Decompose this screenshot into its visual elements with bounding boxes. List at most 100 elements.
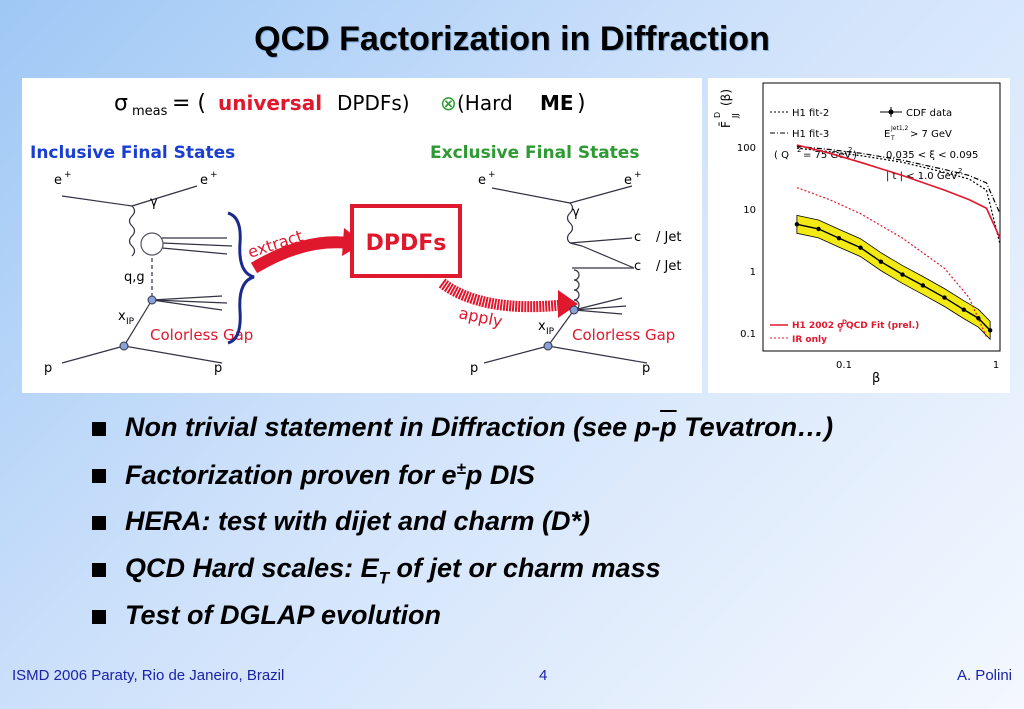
bullet-1: Non trivial statement in Diffraction (se…: [92, 412, 992, 459]
cdf-uncertainty-band: [796, 214, 991, 341]
diagram-label: IP: [126, 317, 135, 327]
diagram-label: IP: [546, 327, 555, 337]
series-line-1: [796, 147, 1001, 245]
bullet-square-icon: [92, 610, 106, 624]
series-line-4: [796, 187, 988, 338]
y-tick-0.1: 0.1: [740, 329, 756, 340]
diagram-label: e: [54, 173, 62, 188]
cdf-plot: F̄ D JJ (β) β 100 10 1 0.1 0.1 1 H1 fit-…: [708, 78, 1010, 393]
cdf-data-point: [987, 328, 993, 333]
cdf-data-point: [961, 307, 966, 312]
y-tick-100: 100: [737, 143, 756, 154]
formula-sigma: σ: [114, 91, 128, 116]
diagram-label: = 75 GeV: [803, 150, 851, 161]
x-tick-0.1: 0.1: [836, 360, 852, 371]
series-line-3: [796, 144, 1001, 239]
bullet-list: Non trivial statement in Diffraction (se…: [92, 412, 992, 647]
diagram-label: H1 fit-3: [792, 129, 829, 140]
diagram-label: / Jet: [656, 259, 681, 274]
x-axis-label: β: [872, 371, 880, 386]
diagram-label: T: [890, 135, 895, 142]
diagram-label: JJ: [731, 113, 740, 119]
footer-author: A. Polini: [956, 667, 1012, 684]
diagram-label: > 7 GeV: [910, 129, 952, 140]
diagram-label: r: [839, 327, 842, 334]
diagram-label: +: [64, 170, 72, 180]
diagram-label: 2: [848, 146, 852, 154]
diagram-label: γ: [150, 195, 158, 210]
colorless-gap-left: Colorless Gap: [150, 326, 253, 344]
cdf-data-point: [794, 222, 800, 227]
bullet-square-icon: [92, 422, 106, 436]
bullet-square-icon: [92, 563, 106, 577]
inclusive-label: Inclusive Final States: [30, 143, 235, 163]
diagram-label: e: [624, 173, 632, 188]
diagram-label: p: [642, 361, 650, 376]
diagram-label: E: [884, 129, 890, 140]
diagram-label: e: [478, 173, 486, 188]
diagram-label: p: [470, 361, 478, 376]
diagram-label: (β): [719, 89, 733, 106]
plot-frame: [762, 82, 1001, 352]
diagram-label: x: [538, 319, 546, 334]
colorless-gap-right: Colorless Gap: [572, 326, 675, 344]
bullet-3: HERA: test with dijet and charm (D*): [92, 506, 992, 553]
bullet-square-icon: [92, 516, 106, 530]
diagram-label: e: [200, 173, 208, 188]
formula-me: ME: [540, 91, 574, 115]
diagram-label: ( Q: [774, 150, 789, 161]
diagram-label: H1 2002 σ: [792, 321, 844, 331]
diagram-label: q,g: [124, 270, 145, 285]
inclusive-feynman: [61, 185, 233, 364]
diagram-label: H1 fit-2: [792, 108, 829, 119]
diagram-label: +: [210, 170, 218, 180]
diagram-label: x: [118, 309, 126, 324]
series-line-2: [796, 145, 1001, 214]
footer-conference: ISMD 2006 Paraty, Rio de Janeiro, Brazil: [12, 667, 285, 684]
diagram-label: c: [634, 259, 641, 274]
formula-hard: (Hard: [457, 91, 513, 115]
diagram-label: QCD Fit (prel.): [846, 321, 919, 331]
cdf-data-point: [816, 226, 821, 232]
diagram-label: IR only: [792, 335, 827, 345]
diagram-label: +: [634, 170, 642, 180]
cdf-data-point: [836, 235, 842, 241]
diagram-label: ): [853, 150, 857, 161]
diagram-label: CDF data: [906, 108, 952, 119]
dpdfs-box: DPDFs: [366, 231, 447, 256]
diagram-label: D: [842, 319, 847, 326]
slide-title: QCD Factorization in Diffraction: [254, 20, 770, 58]
cdf-data-point: [900, 272, 905, 277]
diagram-label: p: [214, 361, 222, 376]
diagram-label: 2: [797, 146, 801, 154]
diagram-label: | t | < 1.0 GeV: [886, 171, 958, 182]
diagram-label: Jet1,2: [890, 125, 909, 132]
formula-sub: meas: [132, 104, 168, 119]
formula-universal: universal: [218, 91, 322, 115]
diagram-label: p: [44, 361, 52, 376]
bullet-2: Factorization proven for e±p DIS: [92, 459, 992, 506]
formula-eq: = (: [172, 91, 206, 116]
exclusive-label: Exclusive Final States: [430, 143, 639, 163]
diagram-label: c: [634, 230, 641, 245]
diagram-label: +: [488, 170, 496, 180]
diagram-label: γ: [572, 205, 580, 220]
bullet-square-icon: [92, 469, 106, 483]
cdf-data-point: [878, 259, 884, 264]
cdf-data-point: [942, 295, 947, 300]
formula-close: ): [577, 91, 586, 116]
diagram-label: / Jet: [656, 230, 681, 245]
y-tick-10: 10: [743, 205, 756, 216]
exclusive-feynman: [483, 185, 648, 364]
formula-dpdfs: DPDFs): [337, 91, 410, 115]
cdf-data-point: [920, 283, 926, 288]
diagram-label: 0.035 < ξ < 0.095: [886, 150, 978, 161]
factorization-diagram: σ meas = ( universal DPDFs) ⊗ (Hard ME )…: [22, 78, 702, 393]
x-tick-1: 1: [993, 360, 999, 371]
cdf-data-point: [858, 245, 863, 250]
formula-otimes: ⊗: [440, 91, 457, 115]
cdf-data-point: [976, 316, 981, 321]
diagram-label: 2: [958, 167, 962, 175]
footer-page-number: 4: [539, 667, 548, 684]
bullet-5: Test of DGLAP evolution: [92, 600, 992, 647]
